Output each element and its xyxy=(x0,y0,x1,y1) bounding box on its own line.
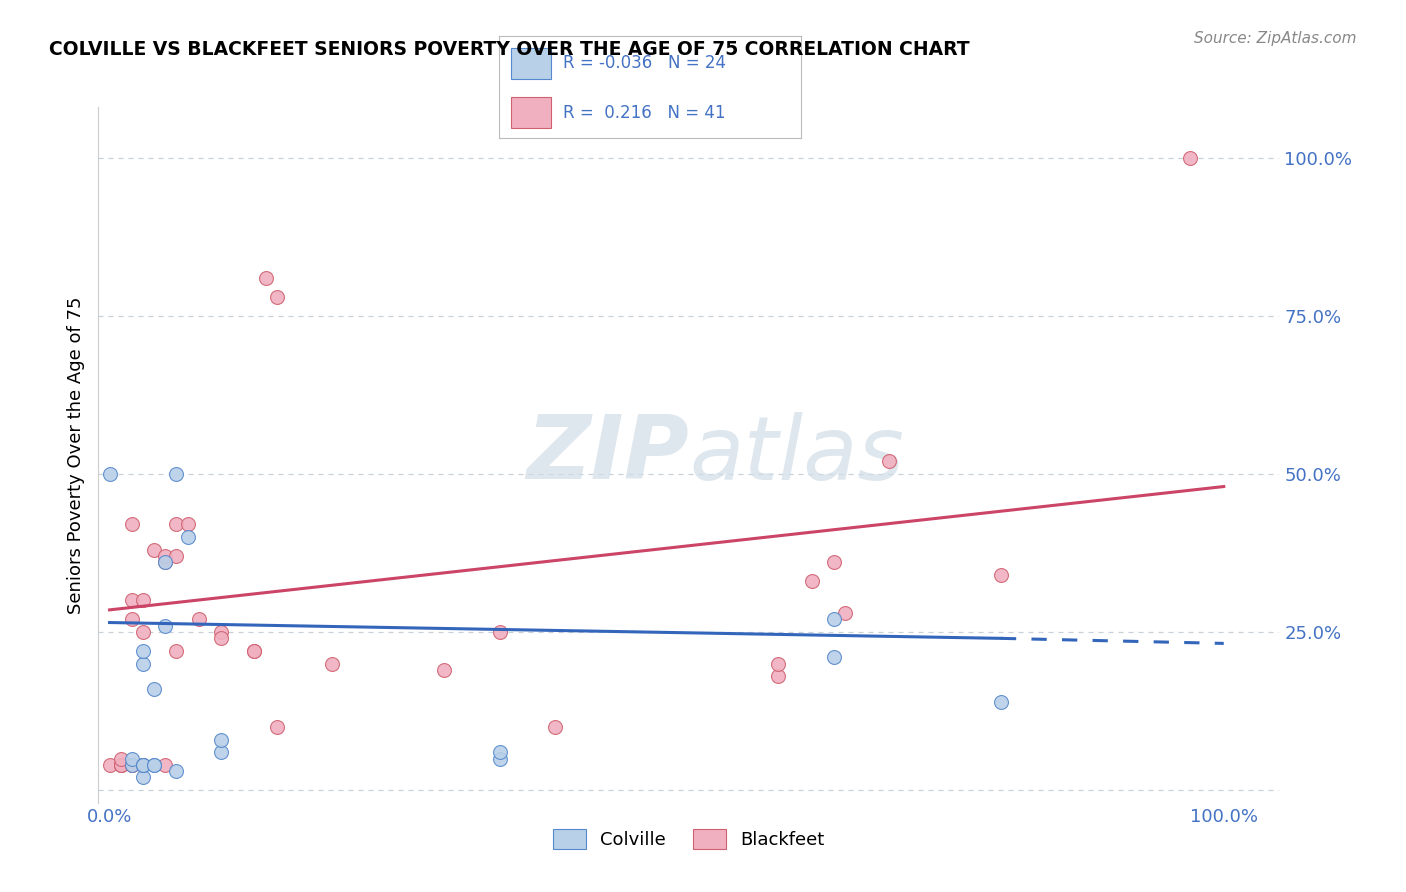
Point xyxy=(110,751,132,765)
Point xyxy=(488,751,510,765)
Point xyxy=(110,757,132,772)
Point xyxy=(132,593,155,607)
Point xyxy=(132,757,155,772)
Point xyxy=(766,657,789,671)
Text: Source: ZipAtlas.com: Source: ZipAtlas.com xyxy=(1194,31,1357,46)
Point xyxy=(544,720,567,734)
Point xyxy=(121,757,143,772)
Point xyxy=(98,757,121,772)
Point xyxy=(433,663,456,677)
Point xyxy=(132,657,155,671)
Point xyxy=(143,757,166,772)
FancyBboxPatch shape xyxy=(512,48,551,78)
Point xyxy=(165,467,187,481)
Point xyxy=(110,757,132,772)
Point xyxy=(132,644,155,658)
Text: R =  0.216   N = 41: R = 0.216 N = 41 xyxy=(562,103,725,121)
Point xyxy=(132,771,155,785)
Point xyxy=(266,290,288,304)
Text: atlas: atlas xyxy=(689,412,904,498)
Point xyxy=(823,556,845,570)
Point xyxy=(132,757,155,772)
Point xyxy=(165,644,187,658)
Point xyxy=(254,270,277,285)
Point xyxy=(143,681,166,696)
Text: R = -0.036   N = 24: R = -0.036 N = 24 xyxy=(562,54,725,72)
Point xyxy=(121,612,143,626)
Point xyxy=(110,757,132,772)
Point xyxy=(243,644,266,658)
Point xyxy=(243,644,266,658)
Point xyxy=(766,669,789,683)
Point xyxy=(176,517,198,532)
Point xyxy=(209,732,232,747)
Point xyxy=(488,625,510,640)
Point xyxy=(121,593,143,607)
Point xyxy=(823,612,845,626)
Point xyxy=(121,517,143,532)
Point xyxy=(321,657,343,671)
Point xyxy=(187,612,209,626)
Point xyxy=(800,574,823,589)
Point xyxy=(143,757,166,772)
Point xyxy=(121,757,143,772)
Point xyxy=(176,530,198,544)
Point xyxy=(823,650,845,665)
Point xyxy=(132,757,155,772)
Y-axis label: Seniors Poverty Over the Age of 75: Seniors Poverty Over the Age of 75 xyxy=(66,296,84,614)
Point xyxy=(209,745,232,759)
Point xyxy=(155,556,177,570)
Point xyxy=(155,757,177,772)
Point xyxy=(990,568,1012,582)
Point xyxy=(165,549,187,563)
Point xyxy=(132,757,155,772)
FancyBboxPatch shape xyxy=(512,97,551,128)
Point xyxy=(1180,151,1202,165)
Point xyxy=(121,757,143,772)
Point xyxy=(121,751,143,765)
Point xyxy=(155,556,177,570)
Point xyxy=(879,454,901,468)
Point xyxy=(209,632,232,646)
Text: COLVILLE VS BLACKFEET SENIORS POVERTY OVER THE AGE OF 75 CORRELATION CHART: COLVILLE VS BLACKFEET SENIORS POVERTY OV… xyxy=(49,40,970,59)
Point xyxy=(98,467,121,481)
Text: ZIP: ZIP xyxy=(526,411,689,499)
Point xyxy=(165,764,187,779)
Point xyxy=(488,745,510,759)
Point xyxy=(834,606,856,620)
Point xyxy=(165,517,187,532)
Point xyxy=(155,549,177,563)
Legend: Colville, Blackfeet: Colville, Blackfeet xyxy=(547,822,831,856)
Point xyxy=(209,625,232,640)
Point xyxy=(143,542,166,557)
Point xyxy=(155,618,177,632)
Point xyxy=(990,695,1012,709)
Point xyxy=(132,625,155,640)
Point xyxy=(266,720,288,734)
